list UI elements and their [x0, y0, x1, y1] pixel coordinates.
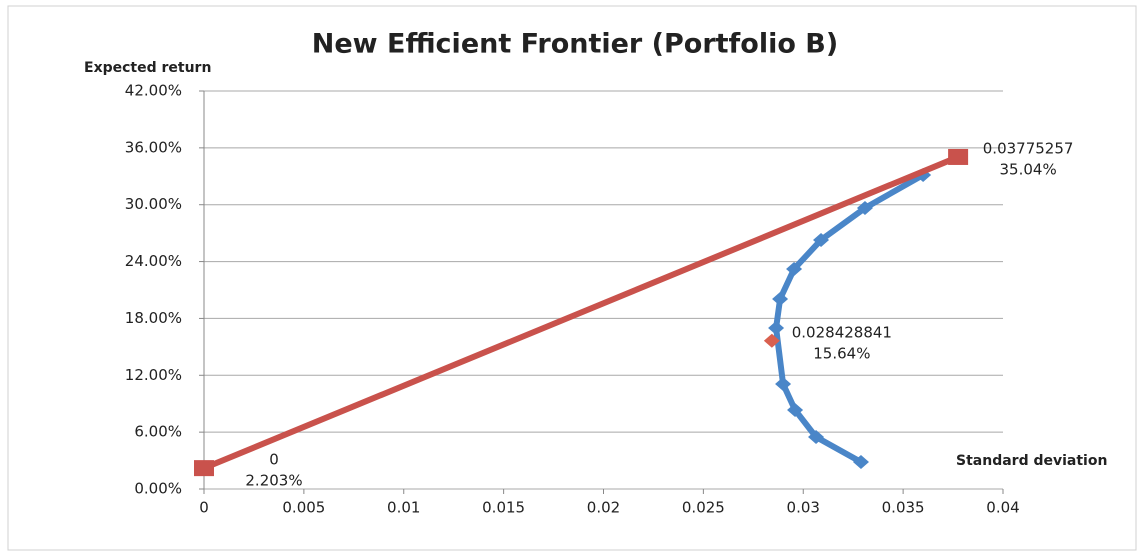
data-label-x: 0.03775257 [983, 139, 1074, 157]
y-tick-label: 30.00% [125, 195, 182, 213]
x-tick-label: 0.01 [387, 499, 420, 517]
marker [772, 292, 789, 307]
x-tick-label: 0.02 [587, 499, 620, 517]
series-line [773, 171, 927, 465]
marker [786, 261, 803, 276]
marker [768, 320, 785, 335]
data-label-y: 15.64% [813, 344, 870, 362]
data-label-y: 2.203% [245, 472, 302, 490]
data-label-x: 0.028428841 [792, 323, 892, 341]
x-tick-label: 0.015 [482, 499, 525, 517]
y-tick-label: 24.00% [125, 252, 182, 270]
marker [856, 201, 873, 216]
y-tick-label: 18.00% [125, 309, 182, 327]
y-tick-label: 42.00% [125, 82, 182, 100]
x-tick-label: 0.025 [682, 499, 725, 517]
marker [852, 454, 869, 469]
y-tick-label: 6.00% [134, 423, 182, 441]
marker [194, 460, 214, 477]
chart-title: New Efficient Frontier (Portfolio B) [312, 29, 838, 60]
marker [775, 377, 792, 392]
data-label-x: 0 [269, 451, 279, 469]
y-tick-label: 12.00% [125, 366, 182, 384]
marker [808, 429, 825, 444]
y-tick-label: 0.00% [134, 480, 182, 498]
series-line [201, 153, 962, 472]
x-axis-title: Standard deviation [956, 453, 1107, 469]
marker [787, 402, 804, 417]
x-tick-label: 0 [199, 499, 209, 517]
x-tick-label: 0.03 [787, 499, 820, 517]
chart-border [7, 5, 1137, 551]
marker [763, 333, 780, 348]
y-tick-label: 36.00% [125, 138, 182, 156]
x-tick-label: 0.04 [986, 499, 1019, 517]
y-axis-title: Expected return [84, 60, 211, 76]
x-tick-label: 0.035 [882, 499, 925, 517]
marker [813, 232, 830, 247]
x-tick-label: 0.005 [282, 499, 325, 517]
marker [948, 148, 969, 165]
data-label-y: 35.04% [1000, 160, 1057, 178]
